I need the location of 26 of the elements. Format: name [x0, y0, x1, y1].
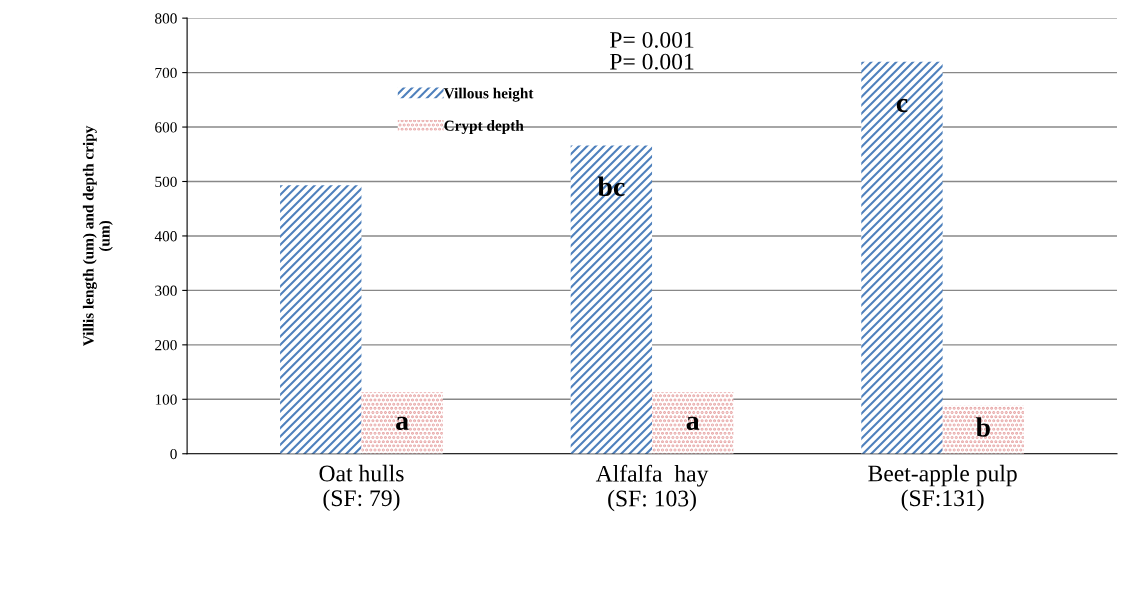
bar [861, 61, 943, 454]
y-tick-label: 800 [155, 13, 177, 24]
y-tick-label: 100 [155, 394, 177, 405]
y-tick-label: 700 [155, 67, 177, 79]
y-tick-label: 600 [155, 122, 177, 133]
annotation: a [396, 416, 409, 430]
y-tick-label: 300 [155, 285, 177, 296]
bar [361, 392, 443, 454]
annotation: b [975, 417, 990, 437]
y-tick-label: 0 [170, 448, 177, 460]
x-tick-label: Oat hulls (SF: 79) [319, 464, 404, 511]
legend-label: Villous height [443, 87, 534, 102]
annotation: P= 0.001 [609, 53, 694, 70]
y-axis-title: Villis length (um) and depth cripy (um) [82, 125, 113, 347]
bar [570, 145, 653, 454]
bar [652, 392, 734, 454]
bar [942, 405, 1024, 454]
bar [280, 185, 362, 454]
y-tick-label: 400 [154, 231, 177, 242]
y-tick-label: 200 [155, 339, 177, 351]
x-tick-label: Beet-apple pulp (SF:131) [868, 464, 1017, 511]
x-tick-label: Alfalfa hay (SF: 103) [595, 464, 709, 512]
annotation: P= 0.001 [609, 31, 694, 48]
annotation: a [686, 416, 700, 430]
y-tick-label: 500 [155, 176, 177, 187]
legend-label: Crypt depth [444, 120, 524, 135]
